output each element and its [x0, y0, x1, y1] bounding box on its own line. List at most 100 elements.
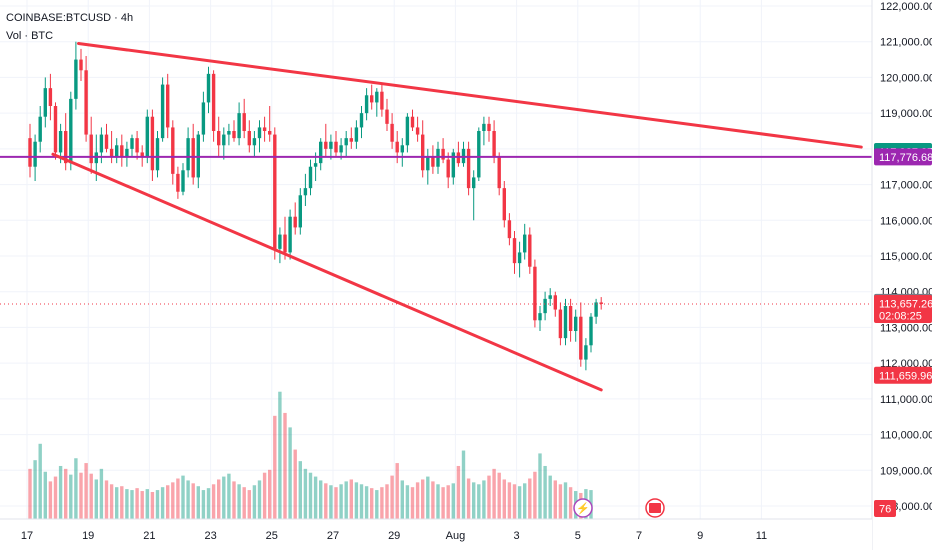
price-tick-label: 121,000.00: [880, 37, 932, 49]
volume-bar: [334, 487, 338, 519]
candle-body: [589, 316, 593, 346]
candle-body: [28, 138, 32, 167]
symbol-title[interactable]: COINBASE:BTCUSD · 4h: [6, 12, 134, 24]
volume-bar: [155, 490, 160, 519]
candle-body: [543, 298, 547, 314]
candle-body: [329, 141, 333, 149]
candle-body: [53, 106, 58, 153]
countdown-label: 02:08:25: [879, 310, 922, 322]
price-tick-label: 120,000.00: [880, 72, 932, 84]
volume-bar: [140, 491, 144, 519]
candle-body: [252, 138, 257, 146]
candle-body: [64, 131, 68, 164]
candle-body: [548, 295, 552, 299]
candle-body: [502, 188, 506, 221]
candle-body: [79, 59, 83, 71]
time-tick-label: 3: [514, 530, 520, 542]
candle-body: [584, 345, 588, 360]
volume-bar: [130, 490, 134, 519]
volume-bar: [28, 468, 32, 519]
candle-body: [43, 88, 47, 117]
lightning-event-icon: [573, 498, 593, 518]
volume-bar: [237, 484, 241, 519]
volume-bar: [293, 449, 297, 519]
candle-body: [497, 156, 501, 189]
volume-bar: [487, 475, 491, 519]
candle-body: [313, 163, 318, 167]
candle-body: [206, 73, 211, 103]
volume-bar: [43, 471, 47, 519]
upper-trendline: [76, 42, 863, 149]
candle-body: [405, 116, 410, 146]
candle-body: [298, 195, 302, 228]
volume-bar: [349, 479, 353, 519]
candle-body: [482, 123, 486, 131]
price-label-text: 113,657.26: [879, 298, 932, 310]
candle-body: [222, 134, 226, 146]
candle-body: [176, 173, 180, 192]
price-labels: 117,927.37117,776.68113,699.82113,657.26…: [573, 142, 932, 518]
volume-bar: [288, 427, 292, 519]
volume-bar: [211, 484, 216, 519]
candle-body: [517, 252, 522, 264]
candle-body: [268, 131, 272, 135]
volume-bar: [313, 476, 318, 519]
volume-bar: [461, 450, 466, 519]
candle-body: [568, 306, 573, 331]
candle-body: [308, 166, 313, 189]
candle-body: [140, 152, 144, 156]
volume-bar: [64, 468, 68, 519]
volume-bar: [232, 481, 236, 519]
candle-body: [380, 91, 384, 110]
volume-bar: [69, 474, 73, 519]
volume-bar: [426, 476, 430, 519]
candle-body: [181, 170, 185, 192]
lower-trendline: [51, 152, 603, 392]
volume-bar: [186, 480, 190, 519]
volume-bar: [308, 472, 313, 519]
candle-body: [558, 309, 563, 339]
volume-bar: [278, 391, 282, 519]
time-tick-label: 11: [756, 530, 767, 542]
candle-body: [89, 134, 93, 164]
volume-bar: [125, 489, 129, 519]
time-tick-label: 29: [388, 530, 400, 542]
volume-bar: [354, 482, 359, 519]
candle-body: [472, 177, 476, 189]
candle-body: [58, 131, 63, 153]
candle-body: [334, 141, 338, 153]
time-tick-label: 23: [204, 530, 216, 542]
volume-bar: [451, 483, 455, 519]
volume-indicator-label[interactable]: Vol · BTC: [6, 30, 54, 42]
volume-bar: [262, 472, 267, 519]
volume-bar: [502, 479, 506, 519]
candle-body: [415, 127, 420, 135]
price-tick-label: 115,000.00: [880, 251, 932, 263]
volume-bar: [222, 476, 226, 519]
price-tick-label: 111,000.00: [880, 394, 932, 406]
candle-body: [38, 116, 42, 142]
price-axis: [872, 0, 932, 550]
candle-body: [262, 127, 267, 131]
volume-bar: [558, 484, 563, 519]
candle-body: [553, 295, 557, 310]
volume-bar: [145, 489, 149, 519]
candle-body: [523, 234, 527, 253]
candle-body: [150, 116, 155, 171]
time-tick-label: 5: [575, 530, 581, 542]
volume-bar: [53, 476, 58, 519]
candle-body: [293, 216, 297, 228]
time-tick-label: 9: [697, 530, 703, 542]
candle-body: [69, 98, 73, 164]
candle-body: [446, 159, 450, 178]
candle-body: [104, 134, 109, 149]
candle-body: [441, 148, 445, 160]
candle-body: [579, 316, 583, 360]
volume-bar: [517, 486, 522, 519]
volume-bar: [344, 481, 348, 519]
candle-body: [237, 113, 241, 139]
candle-body: [211, 73, 216, 131]
